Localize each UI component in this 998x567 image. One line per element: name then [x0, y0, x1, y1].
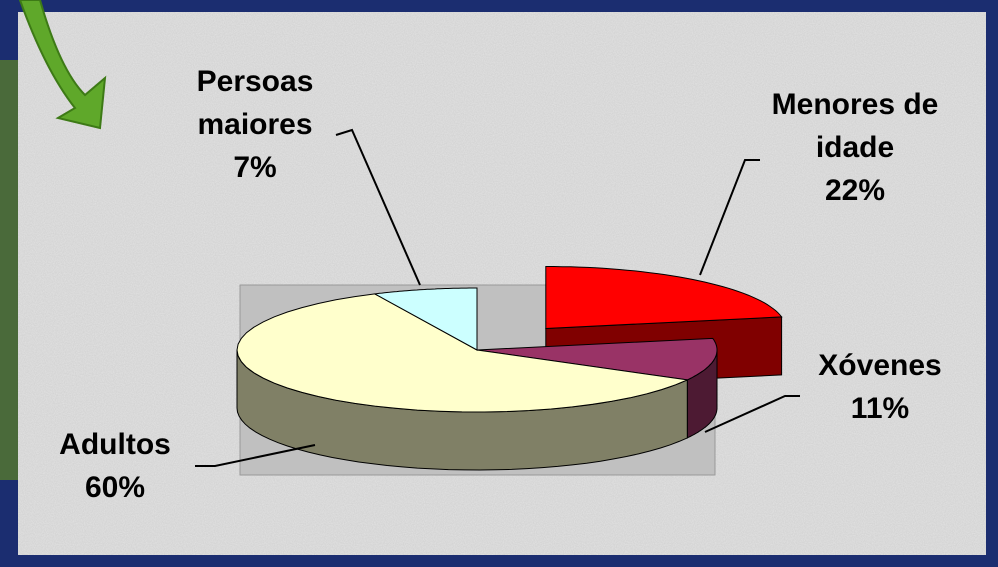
category-label: Adultos	[25, 423, 205, 466]
value-label: 7%	[165, 146, 345, 189]
value-label: 11%	[795, 387, 965, 430]
background-photo-edge	[0, 60, 20, 480]
page: Menores de idade22% Xóvenes11% Adultos60% P…	[0, 0, 998, 567]
value-label: 22%	[770, 169, 940, 212]
category-label: Persoas maiores	[165, 60, 345, 146]
category-label: Xóvenes	[795, 344, 965, 387]
slide: Menores de idade22% Xóvenes11% Adultos60% P…	[0, 0, 998, 567]
value-label: 60%	[25, 466, 205, 509]
category-label: Menores de idade	[770, 83, 940, 169]
